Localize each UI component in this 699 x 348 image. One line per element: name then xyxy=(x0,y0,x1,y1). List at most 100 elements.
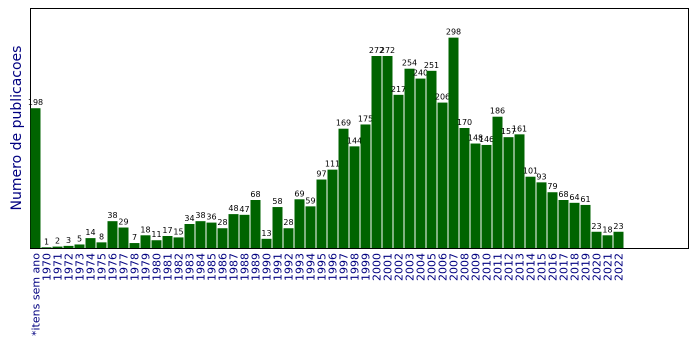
value-label: 28 xyxy=(283,218,293,227)
value-label: 69 xyxy=(294,189,304,198)
bar xyxy=(250,200,261,248)
x-tick-label: 2015 xyxy=(536,253,549,281)
x-tick-label: 2006 xyxy=(437,253,450,281)
x-tick-label: 2005 xyxy=(426,253,439,281)
bar xyxy=(547,192,558,248)
value-label: 38 xyxy=(195,211,205,220)
bar xyxy=(316,179,327,248)
x-tick-label: 1993 xyxy=(294,253,307,281)
bar xyxy=(415,78,426,249)
value-label: 161 xyxy=(512,124,527,133)
value-label: 64 xyxy=(569,193,579,202)
bar xyxy=(30,108,41,248)
x-tick-label: 1970 xyxy=(41,253,54,281)
bar xyxy=(272,207,283,248)
bar xyxy=(85,238,96,248)
value-label: 29 xyxy=(118,218,128,227)
value-label: 3 xyxy=(66,236,71,245)
x-tick-label: 2011 xyxy=(492,253,505,281)
value-label: 170 xyxy=(457,118,472,127)
x-tick-label: 1984 xyxy=(195,253,208,281)
value-label: 8 xyxy=(99,232,104,241)
x-tick-label: 1978 xyxy=(129,253,142,281)
bar xyxy=(305,206,316,248)
value-label: 198 xyxy=(28,98,43,107)
bar xyxy=(228,214,239,248)
bar xyxy=(492,116,503,249)
bar xyxy=(426,70,437,248)
value-label: 48 xyxy=(228,204,238,213)
value-label: 23 xyxy=(591,222,601,231)
x-tick-label: 1989 xyxy=(250,253,263,281)
x-tick-label: 2020 xyxy=(591,253,604,281)
value-label: 7 xyxy=(132,233,137,242)
value-label: 2 xyxy=(55,237,60,246)
x-tick-label: *itens sem ano xyxy=(30,253,43,336)
bar xyxy=(96,242,107,248)
value-label: 175 xyxy=(358,114,373,123)
value-label: 254 xyxy=(402,59,417,68)
x-tick-label: 2002 xyxy=(393,253,406,281)
value-label: 58 xyxy=(272,197,282,206)
x-tick-label: 1973 xyxy=(74,253,87,281)
bar xyxy=(360,124,371,248)
bar xyxy=(217,228,228,248)
bar xyxy=(74,244,85,248)
value-label: 186 xyxy=(490,107,505,116)
bar xyxy=(470,143,481,248)
value-label: 240 xyxy=(413,69,428,78)
x-tick-label: 1971 xyxy=(52,253,65,281)
value-label: 61 xyxy=(580,195,590,204)
x-tick-label: 1988 xyxy=(239,253,252,281)
value-label: 36 xyxy=(206,213,216,222)
bar xyxy=(569,202,580,248)
value-label: 14 xyxy=(85,228,95,237)
x-tick-label: 2016 xyxy=(547,253,560,281)
x-tick-label: 1981 xyxy=(162,253,175,281)
x-tick-label: 2007 xyxy=(448,253,461,281)
value-label: 38 xyxy=(107,211,117,220)
x-tick-label: 1975 xyxy=(96,253,109,281)
bar xyxy=(349,146,360,248)
x-tick-label: 2003 xyxy=(404,253,417,281)
x-tick-label: 1997 xyxy=(338,253,351,281)
x-tick-label: 1999 xyxy=(360,253,373,281)
value-label: 47 xyxy=(239,205,249,214)
x-tick-label: 1990 xyxy=(261,253,274,281)
value-label: 11 xyxy=(151,230,161,239)
x-tick-label: 1987 xyxy=(228,253,241,281)
bar xyxy=(118,227,129,248)
bar xyxy=(173,237,184,248)
bar xyxy=(448,37,459,248)
value-label: 23 xyxy=(613,222,623,231)
x-tick-label: 1985 xyxy=(206,253,219,281)
x-tick-label: 1983 xyxy=(184,253,197,281)
x-tick-label: 2017 xyxy=(558,253,571,281)
bar xyxy=(327,169,338,248)
x-tick-label: 2014 xyxy=(525,253,538,281)
value-label: 34 xyxy=(184,214,194,223)
x-tick-label: 2004 xyxy=(415,253,428,281)
x-tick-label: 1995 xyxy=(316,253,329,281)
bar xyxy=(613,231,624,248)
bar xyxy=(140,235,151,248)
x-tick-label: 1972 xyxy=(63,253,76,281)
bar xyxy=(558,200,569,248)
value-label: 5 xyxy=(77,234,82,243)
bar xyxy=(536,182,547,248)
value-label: 101 xyxy=(523,167,538,176)
value-label: 146 xyxy=(479,135,494,144)
value-label: 1 xyxy=(44,237,49,246)
value-label: 272 xyxy=(369,46,384,55)
bar xyxy=(525,176,536,248)
bar xyxy=(591,231,602,248)
value-label: 28 xyxy=(217,218,227,227)
x-tick-label: 2021 xyxy=(602,253,615,281)
value-label: 298 xyxy=(446,28,461,37)
x-tick-label: 1986 xyxy=(217,253,230,281)
x-tick-label: 2010 xyxy=(481,253,494,281)
bar xyxy=(294,199,305,248)
bar xyxy=(481,144,492,248)
x-tick-label: 2019 xyxy=(580,253,593,281)
bar xyxy=(52,246,63,248)
